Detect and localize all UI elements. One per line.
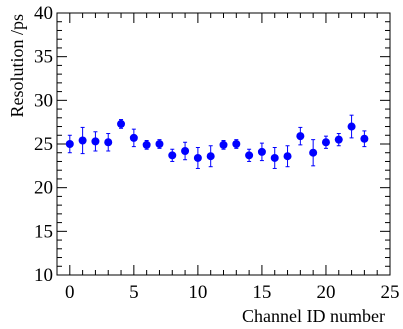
x-tick-label: 10	[188, 282, 207, 303]
data-point	[257, 142, 266, 162]
data-point	[347, 114, 356, 139]
data-points	[65, 114, 369, 169]
point-marker	[309, 148, 318, 157]
y-tick-label: 15	[34, 221, 53, 242]
data-point	[129, 128, 138, 148]
x-tick-label: 15	[252, 282, 271, 303]
y-tick-label: 40	[34, 3, 53, 24]
point-marker	[155, 140, 164, 148]
data-point	[155, 139, 164, 149]
data-point	[232, 139, 241, 149]
point-marker	[257, 147, 266, 156]
x-tick-label: 25	[381, 282, 400, 303]
y-axis-ticks: 10 15 20 25 30 35 40	[34, 3, 390, 286]
point-marker	[129, 133, 138, 142]
point-marker	[347, 122, 356, 131]
point-marker	[193, 153, 202, 162]
y-tick-label: 30	[34, 90, 53, 111]
data-point	[168, 148, 177, 162]
point-marker	[219, 140, 228, 149]
point-marker	[245, 151, 254, 160]
point-marker	[65, 140, 74, 148]
data-point	[321, 135, 330, 149]
data-point	[78, 126, 87, 155]
x-tick-label: 5	[129, 282, 139, 303]
data-point	[360, 130, 369, 148]
data-point	[206, 145, 215, 168]
data-point	[104, 133, 113, 152]
data-point	[245, 148, 254, 162]
point-marker	[104, 138, 113, 147]
point-marker	[232, 140, 241, 148]
point-marker	[117, 119, 126, 128]
x-axis-label: Channel ID number	[242, 306, 385, 326]
point-marker	[360, 134, 369, 143]
data-point	[65, 134, 74, 154]
point-marker	[206, 152, 215, 161]
data-point	[334, 133, 343, 147]
y-axis-label: Resolution /ps	[7, 14, 27, 118]
y-tick-label: 10	[34, 265, 53, 286]
data-point	[117, 119, 126, 129]
data-point	[296, 126, 305, 146]
data-point	[142, 140, 151, 150]
point-marker	[181, 146, 190, 155]
point-marker	[334, 135, 343, 144]
y-tick-label: 20	[34, 178, 53, 199]
data-point	[270, 146, 279, 169]
data-point	[219, 140, 228, 150]
point-marker	[142, 140, 151, 149]
data-point	[193, 146, 202, 169]
point-marker	[296, 132, 305, 141]
data-point	[309, 139, 318, 167]
point-marker	[283, 152, 292, 161]
x-tick-label: 20	[316, 282, 335, 303]
point-marker	[168, 151, 177, 160]
x-tick-label: 0	[65, 282, 75, 303]
point-marker	[270, 153, 279, 162]
point-marker	[91, 137, 100, 146]
y-tick-label: 35	[34, 47, 53, 68]
point-marker	[321, 138, 330, 147]
point-marker	[78, 136, 87, 145]
y-tick-label: 25	[34, 134, 53, 155]
data-point	[181, 141, 190, 161]
data-point	[283, 145, 292, 168]
x-axis-ticks: 0 5 10 15 20 25	[65, 13, 400, 303]
data-point	[91, 131, 100, 152]
